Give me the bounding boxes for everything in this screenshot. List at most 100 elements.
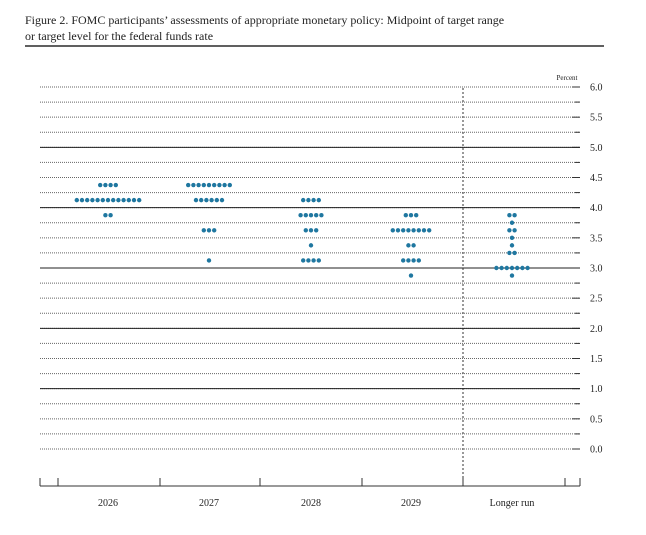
dot	[411, 228, 416, 233]
y-tick-label: 3.5	[590, 233, 603, 244]
dot	[103, 213, 108, 218]
dot	[126, 197, 131, 203]
dot	[206, 228, 212, 233]
y-tick-label: 2.5	[590, 294, 603, 305]
dot	[212, 182, 217, 188]
x-tick-label: Longer run	[490, 498, 535, 509]
dot	[217, 182, 222, 188]
x-tick-label: 2028	[301, 498, 321, 509]
y-tick-label: 4.5	[590, 173, 603, 184]
dot	[108, 213, 113, 218]
dot	[401, 228, 406, 233]
y-tick-label: 1.5	[590, 354, 603, 365]
dot	[214, 197, 219, 203]
dot	[509, 265, 515, 271]
dot	[196, 182, 201, 188]
dot	[103, 182, 108, 188]
y-tick-label: 0.5	[590, 414, 603, 425]
dot	[406, 243, 411, 248]
dot	[201, 182, 206, 188]
chart-title: Figure 2. FOMC participants’ assessments…	[25, 13, 504, 27]
x-tick-label: 2027	[199, 498, 219, 509]
dot	[303, 213, 308, 218]
dot	[520, 265, 525, 271]
dot	[311, 258, 316, 263]
dot	[509, 273, 515, 278]
dot	[427, 228, 432, 233]
dot	[395, 228, 401, 233]
dot	[316, 197, 321, 203]
dot	[303, 228, 308, 233]
dot	[95, 197, 100, 203]
dot	[298, 213, 303, 218]
dot	[314, 213, 319, 218]
dot	[74, 197, 80, 203]
x-tick-label: 2026	[98, 498, 118, 509]
y-unit-label: Percent	[557, 74, 578, 82]
dot	[209, 197, 214, 203]
y-tick-label: 6.0	[590, 83, 603, 94]
dot	[206, 258, 212, 263]
y-tick-label: 0.0	[590, 445, 603, 456]
y-tick-label: 5.0	[590, 143, 603, 154]
y-tick-label: 1.0	[590, 384, 603, 395]
dot	[411, 243, 416, 248]
dot	[108, 182, 113, 188]
dot	[105, 197, 111, 203]
dot	[201, 228, 206, 233]
dot	[314, 228, 319, 233]
dot	[512, 228, 517, 233]
dot	[509, 220, 515, 225]
dot	[308, 213, 314, 218]
dot	[193, 197, 199, 203]
dot	[199, 197, 204, 203]
dot	[186, 182, 191, 188]
dot	[416, 258, 421, 263]
dot	[509, 243, 515, 248]
dot	[311, 197, 316, 203]
dot	[111, 197, 116, 203]
dot	[408, 213, 414, 218]
dot	[306, 197, 311, 203]
dot	[421, 228, 427, 233]
dot	[121, 197, 126, 203]
dot	[507, 213, 512, 218]
dot	[390, 228, 395, 233]
dot	[308, 228, 314, 233]
y-tick-label: 3.0	[590, 264, 603, 275]
dot	[137, 197, 142, 203]
chart-subtitle: or target level for the federal funds ra…	[25, 29, 213, 43]
dot	[406, 258, 411, 263]
dot	[319, 213, 324, 218]
dot	[204, 197, 209, 203]
dot	[507, 228, 512, 233]
dot	[301, 258, 306, 263]
y-tick-label: 2.0	[590, 324, 603, 335]
dot	[414, 213, 419, 218]
dot	[504, 265, 509, 271]
dot	[499, 265, 504, 271]
dot	[512, 250, 517, 256]
dot	[85, 197, 90, 203]
dot	[408, 273, 414, 278]
dot	[98, 182, 103, 188]
dot	[206, 182, 212, 188]
dot	[79, 197, 85, 203]
dot	[191, 182, 196, 188]
dot	[507, 250, 512, 256]
dot	[316, 258, 321, 263]
dot	[100, 197, 106, 203]
dot	[227, 182, 232, 188]
dot	[512, 213, 517, 218]
dot	[116, 197, 121, 203]
dot	[212, 228, 217, 233]
dot	[131, 197, 137, 203]
dot	[113, 182, 119, 188]
y-tick-label: 4.0	[590, 203, 603, 214]
dot	[515, 265, 520, 271]
x-tick-label: 2029	[401, 498, 421, 509]
dot	[416, 228, 421, 233]
dot	[525, 265, 530, 271]
dot	[509, 235, 515, 241]
